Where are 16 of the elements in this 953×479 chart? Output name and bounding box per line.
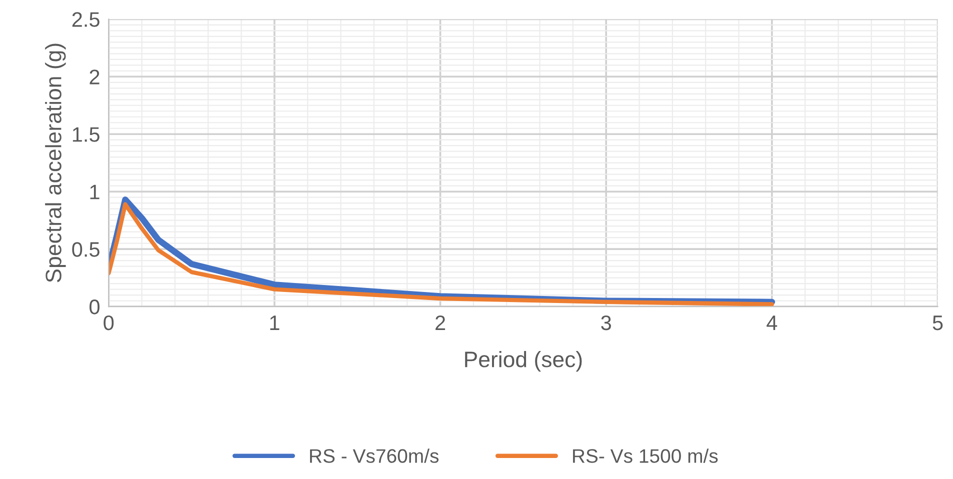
y-tick-label: 0.5 [72,242,100,257]
y-tick-label: 2.5 [72,12,100,27]
x-tick-label: 2 [436,315,446,330]
x-axis-title: Period (sec) [465,350,582,372]
y-tick-label: 1 [90,184,100,200]
x-tick-label: 3 [601,315,611,330]
legend-label: RS - Vs760m/s [310,448,439,463]
x-tick-label: 5 [932,316,943,330]
y-tick-label: 0 [90,300,100,314]
y-tick-label: 2 [90,70,100,84]
x-tick-label: 4 [766,316,778,330]
y-axis-title: Spectral acceleration (g) [45,44,66,282]
y-tick-label: 1.5 [72,127,100,142]
x-tick-label: 1 [270,316,280,330]
legend-label: RS- Vs 1500 m/s [573,448,718,463]
x-tick-label: 0 [104,315,114,330]
